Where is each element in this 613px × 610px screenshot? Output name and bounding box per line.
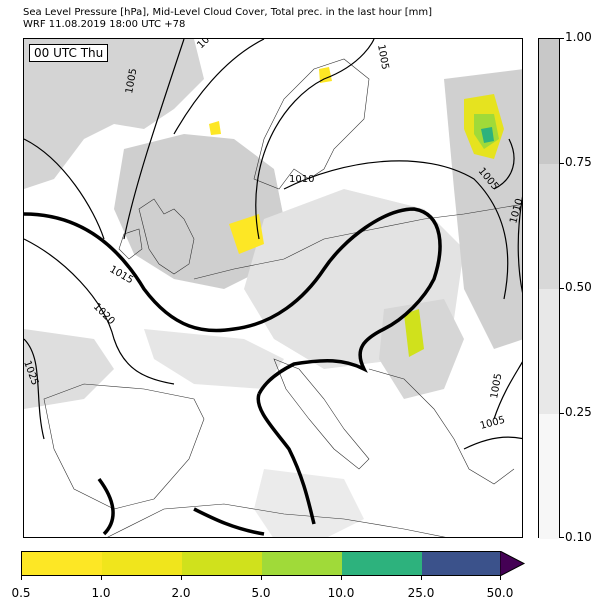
precip-tick-mark <box>421 576 422 580</box>
cloud-area-west-atlantic <box>24 329 114 409</box>
cc-tick-mark <box>560 537 564 538</box>
cc-tick-label: 0.10 <box>565 530 592 544</box>
cloud-cover-layer <box>24 39 522 537</box>
coastline-britain <box>138 198 195 275</box>
map-canvas: 1000 1005 1005 1010 1010 1015 1020 1025 … <box>24 39 522 537</box>
cc-tick-mark <box>560 38 564 39</box>
precip-area-britain <box>229 214 264 254</box>
precip-segment <box>262 552 342 575</box>
cc-tick-mark <box>560 163 564 164</box>
coastline-continent <box>193 204 522 280</box>
precip-area-east-3 <box>481 127 494 143</box>
precip-tick-label: 1.0 <box>91 586 111 600</box>
precip-tick-mark <box>181 576 182 580</box>
isobar-1000 <box>173 39 265 135</box>
precip-segment <box>182 552 262 575</box>
coastline-italy <box>273 358 370 470</box>
isobar-1015-spain <box>97 477 115 536</box>
precip-tick-mark <box>261 576 262 580</box>
cloud-area-east <box>444 69 522 349</box>
isobar-1015-west <box>24 138 105 240</box>
isobar-1015-algeria <box>193 507 265 536</box>
cloud-cover-colorbar <box>538 38 560 539</box>
precip-colorbar <box>21 551 501 576</box>
coastline-layer <box>43 58 522 537</box>
precip-segment <box>22 552 102 575</box>
isobar-1005-aegean <box>463 436 522 450</box>
isobar-1005-north <box>123 39 185 240</box>
cloud-cover-segment <box>539 289 559 414</box>
cc-tick-label: 0.75 <box>565 155 592 169</box>
chart-title: Sea Level Pressure [hPa], Mid-Level Clou… <box>23 7 433 18</box>
precip-area-north-sea <box>209 121 221 135</box>
precip-segment <box>342 552 422 575</box>
cloud-area-atlantic-north <box>24 39 204 189</box>
precip-tick-label: 10.0 <box>327 586 355 600</box>
isobar-label: 1000 <box>195 39 221 51</box>
precip-tick-label: 5.0 <box>251 586 271 600</box>
isobar-1020 <box>24 238 175 385</box>
isobar-1015-main <box>24 207 442 395</box>
cc-tick-label: 0.50 <box>565 280 592 294</box>
isobar-label: 1005 <box>124 68 139 95</box>
coastline-iberia <box>43 383 205 510</box>
forecast-time-label: 00 UTC Thu <box>29 44 109 62</box>
isobar-1015-thick-layer <box>24 207 442 536</box>
cc-tick-mark <box>560 413 564 414</box>
precip-tick-mark <box>500 576 501 580</box>
chart-subtitle: WRF 11.08.2019 18:00 UTC +78 <box>23 19 186 30</box>
precip-tick-mark <box>21 576 22 580</box>
precip-segment <box>422 552 500 575</box>
precip-extend-arrow <box>500 551 526 576</box>
cloud-cover-segment <box>539 164 559 289</box>
isobar-label: 1005 <box>479 415 506 432</box>
isobar-layer <box>24 39 522 450</box>
cc-tick-label: 0.25 <box>565 405 592 419</box>
precip-tick-label: 2.0 <box>171 586 191 600</box>
isobar-1025 <box>24 338 45 440</box>
cloud-area-france <box>144 329 284 389</box>
precip-area-scandinavia <box>319 67 332 83</box>
isobar-label: 1005 <box>489 373 504 400</box>
isobar-label: 1020 <box>91 301 117 327</box>
isobar-1015-italy <box>256 393 316 525</box>
precip-area-balkans <box>404 309 424 357</box>
isobar-1005-scandinavia <box>255 39 375 240</box>
coastline-scandinavia <box>253 58 370 190</box>
precipitation-layer <box>209 67 504 357</box>
cc-tick-label: 1.00 <box>565 30 592 44</box>
cloud-cover-segment <box>539 414 559 539</box>
precip-tick-mark <box>101 576 102 580</box>
cloud-cover-segment <box>539 39 559 164</box>
isobar-1005-east <box>493 138 515 190</box>
cc-tick-mark <box>560 288 564 289</box>
isobar-1010 <box>283 160 509 300</box>
isobar-label: 1010 <box>289 174 314 185</box>
precip-tick-label: 0.5 <box>11 586 31 600</box>
coastline-balkans <box>368 368 515 485</box>
precip-tick-mark <box>341 576 342 580</box>
isobar-label: 1005 <box>375 44 390 71</box>
weather-map: 1000 1005 1005 1010 1010 1015 1020 1025 … <box>23 38 523 538</box>
isobar-1010-east <box>517 196 522 293</box>
precip-tick-label: 50.0 <box>486 586 514 600</box>
coastline-north-africa <box>107 503 446 537</box>
coastline-ireland <box>118 228 143 260</box>
isobar-1005-greece <box>493 361 522 420</box>
precip-tick-label: 25.0 <box>407 586 435 600</box>
precip-segment <box>102 552 182 575</box>
